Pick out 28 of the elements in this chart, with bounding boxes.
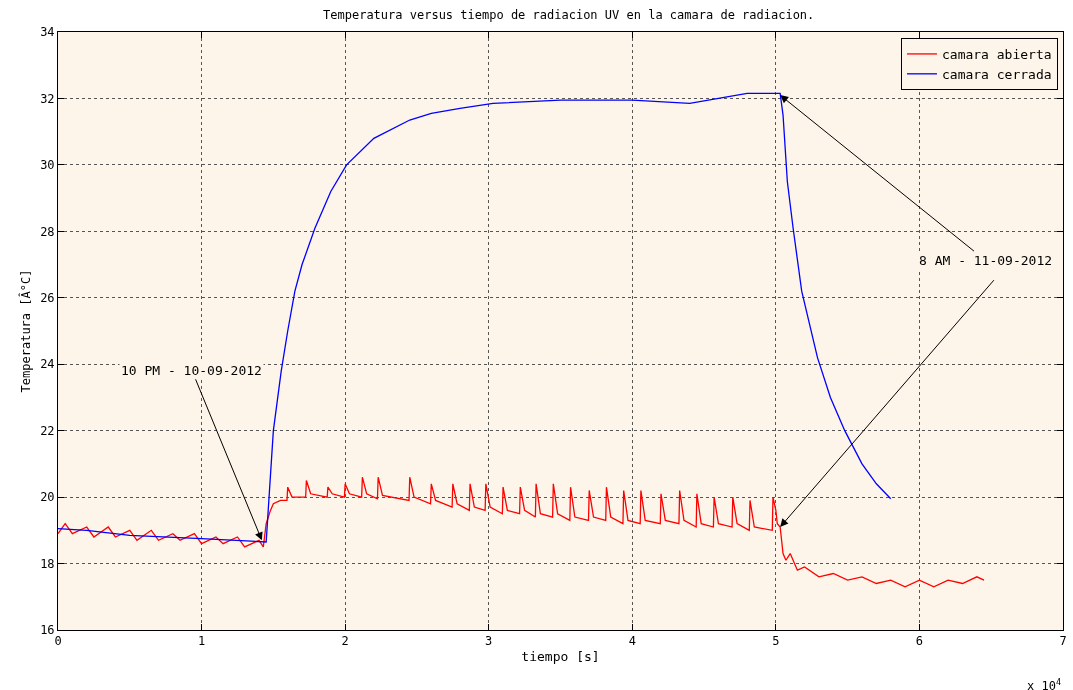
x-tick-label: 3 (485, 634, 493, 649)
x-axis-title: tiempo [s] (521, 649, 600, 664)
y-tick-label: 20 (40, 490, 55, 505)
y-tick-label: 26 (40, 290, 55, 305)
x-tick-label: 0 (54, 634, 62, 649)
y-tick-label: 30 (40, 158, 55, 173)
y-tick-label: 34 (40, 25, 55, 40)
annotation: 10 PM - 10-09-2012 (121, 363, 262, 378)
chart-title: Temperatura versus tiempo de radiacion UV en la camara de radiacion. (323, 7, 815, 22)
y-axis-title: Temperatura [Â°C] (18, 269, 34, 393)
x-tick-label: 2 (341, 634, 349, 649)
y-tick-label: 18 (40, 556, 55, 571)
legend-label: camara abierta (941, 47, 1052, 62)
legend-label: camara cerrada (941, 66, 1052, 82)
x-tick-label: 4 (628, 634, 636, 649)
annotation: 8 AM - 11-09-2012 (919, 253, 1053, 268)
x-tick-label: 5 (772, 634, 780, 649)
y-tick-label: 16 (40, 623, 55, 638)
x-tick-label: 7 (1059, 634, 1067, 649)
y-tick-label: 22 (40, 423, 55, 438)
x-tick-label: 6 (915, 634, 924, 649)
y-tick-label: 32 (40, 91, 55, 106)
line-series (58, 92, 892, 543)
y-tick-label: 24 (40, 357, 55, 372)
line-series (58, 476, 985, 588)
text: x 10$^{4}$ (1027, 677, 1061, 690)
x-tick-label: 1 (197, 634, 206, 649)
y-tick-label: 28 (40, 224, 55, 239)
